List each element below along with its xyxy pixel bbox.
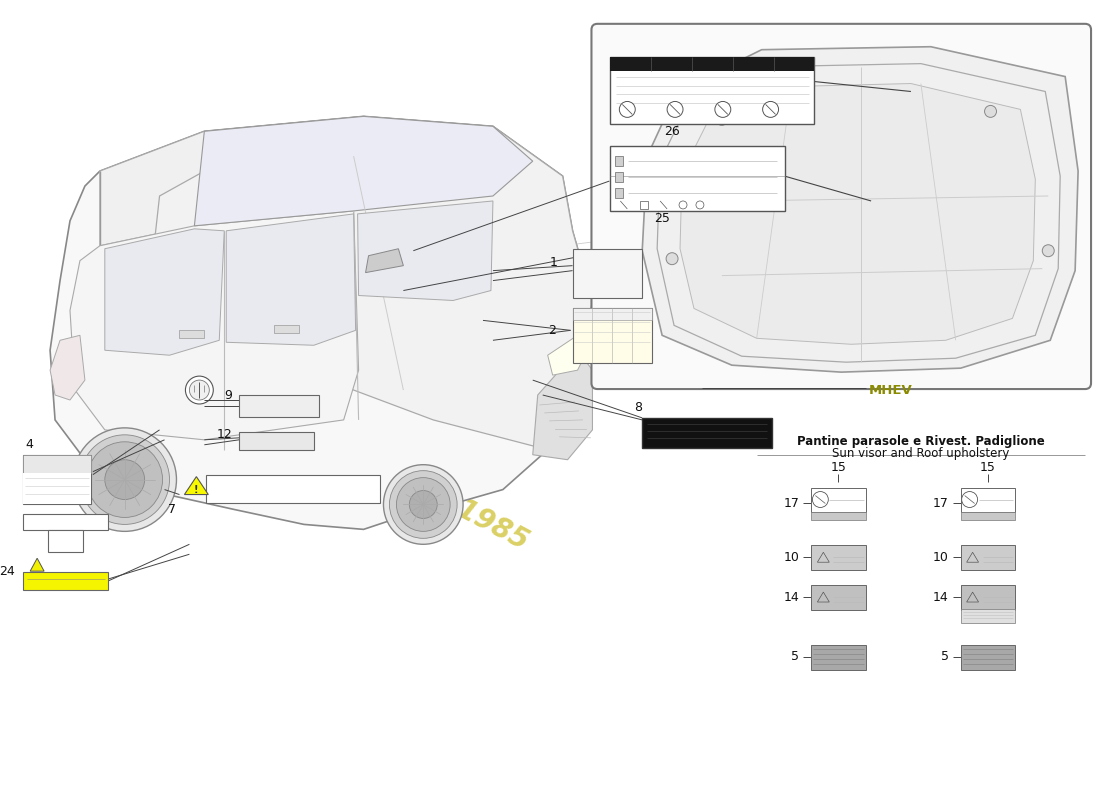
Bar [640,201,648,209]
Circle shape [189,380,209,400]
Circle shape [667,253,678,265]
Bar [274,326,299,334]
Bar [573,249,642,298]
Text: 7: 7 [168,503,176,516]
Polygon shape [548,335,587,375]
Circle shape [715,102,730,118]
Text: 10: 10 [933,550,948,564]
Bar [615,188,624,198]
Polygon shape [358,201,493,301]
Bar [23,572,108,590]
Bar [960,546,1015,570]
Text: 1: 1 [550,256,558,269]
Bar [239,395,319,417]
Text: 10: 10 [783,550,800,564]
Polygon shape [185,477,208,494]
Bar [610,57,814,70]
Circle shape [813,491,828,507]
Text: 14: 14 [783,590,800,603]
Text: 2: 2 [548,324,556,337]
Text: Pantine parasole e Rivest. Padiglione: Pantine parasole e Rivest. Padiglione [798,435,1045,448]
Bar [239,432,313,450]
Polygon shape [195,116,532,226]
Bar [48,530,82,552]
Polygon shape [100,116,532,246]
Circle shape [396,478,450,531]
Circle shape [80,435,169,524]
Text: 17: 17 [933,497,948,510]
Text: Sun visor and Roof upholstery: Sun visor and Roof upholstery [833,447,1010,460]
Bar [23,473,91,505]
Polygon shape [30,558,44,571]
Text: 15: 15 [980,461,996,474]
Text: 17: 17 [783,497,800,510]
Circle shape [961,491,978,507]
Polygon shape [51,116,593,530]
Text: a passion for parts, since 1985: a passion for parts, since 1985 [95,304,534,555]
Circle shape [1043,245,1054,257]
Bar [610,146,784,211]
Text: 8: 8 [635,402,642,414]
Circle shape [409,490,437,518]
Circle shape [186,376,213,404]
Bar [960,645,1015,670]
Bar [615,172,624,182]
Bar [642,418,771,448]
Text: MHEV: MHEV [869,383,913,397]
Bar [960,487,1015,513]
Circle shape [762,102,779,118]
Circle shape [73,428,176,531]
Bar [812,513,866,521]
Text: 5: 5 [940,650,948,663]
Bar [960,585,1015,610]
Polygon shape [155,126,593,450]
Bar [960,609,1015,623]
Circle shape [87,442,163,518]
Polygon shape [532,350,593,460]
Bar [960,513,1015,521]
Bar [573,309,652,363]
Circle shape [104,460,144,499]
Polygon shape [680,83,1035,344]
FancyBboxPatch shape [592,24,1091,389]
Polygon shape [365,249,404,273]
Polygon shape [104,229,224,355]
Bar [812,645,866,670]
Text: !: ! [194,485,199,494]
Circle shape [389,470,458,538]
Text: 4: 4 [25,438,33,451]
Bar [23,454,91,473]
Bar [615,156,624,166]
Text: 15: 15 [830,461,846,474]
Circle shape [984,106,997,118]
Bar [812,487,866,513]
Circle shape [619,102,636,118]
Text: 12: 12 [217,428,232,442]
Circle shape [716,114,728,126]
Polygon shape [642,46,1078,372]
Bar [23,454,91,505]
Bar [812,585,866,610]
Circle shape [384,465,463,544]
Polygon shape [70,211,359,440]
Bar [23,514,108,530]
Bar [207,474,381,502]
Text: 9: 9 [224,389,232,402]
Circle shape [667,102,683,118]
Bar [812,546,866,570]
Bar [573,309,652,320]
Polygon shape [51,335,85,400]
Text: 26: 26 [664,125,680,138]
Polygon shape [227,214,355,346]
Text: 14: 14 [933,590,948,603]
Text: 24: 24 [0,565,15,578]
Bar [179,330,205,338]
Bar [610,57,814,124]
Text: 25: 25 [654,212,670,226]
Text: 5: 5 [792,650,800,663]
